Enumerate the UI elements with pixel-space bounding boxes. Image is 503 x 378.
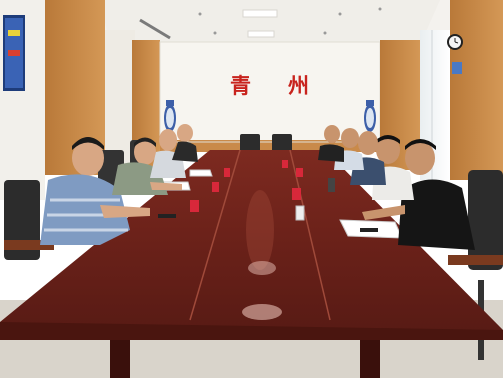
- conference-table: [0, 149, 503, 378]
- person-right-back: [318, 125, 364, 170]
- right-wall: [380, 0, 503, 180]
- person-left-back: [150, 124, 198, 178]
- vase-left: [164, 100, 176, 132]
- person-right-front: [362, 139, 475, 250]
- vase-right: [364, 100, 376, 132]
- wall-calligraphy-right: 州: [288, 73, 310, 98]
- person-left-front: [40, 137, 150, 245]
- wall-calligraphy-left: 青: [230, 73, 252, 98]
